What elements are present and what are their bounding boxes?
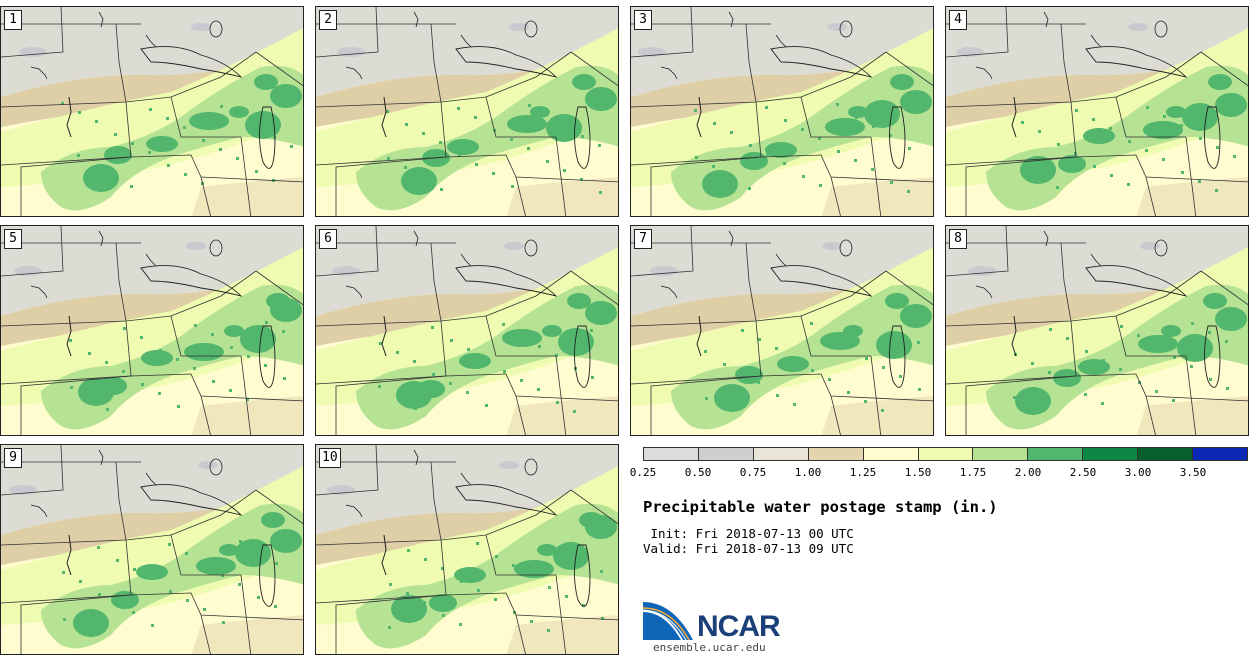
colorbar-segment [698,448,754,460]
colorbar-tick-labels: 0.25 0.50 0.75 1.00 1.25 1.50 1.75 2.00 2.50 3.00… [630,466,1250,480]
map-panel-2: 2 [315,6,619,217]
colorbar-tick-label: 1.25 [849,466,877,479]
map-panel-9: 9 [0,444,304,655]
member-label: 8 [949,229,967,249]
map-panel-3: 3 [630,6,934,217]
valid-time: Valid: Fri 2018-07-13 09 UTC [643,541,854,556]
member-label: 4 [949,10,967,30]
colorbar-tick-label: 0.50 [684,466,712,479]
colorbar-segment [753,448,809,460]
member-label: 6 [319,229,337,249]
colorbar-tick-label: 1.50 [904,466,932,479]
colorbar-segment [863,448,919,460]
colorbar-tick-label: 0.75 [739,466,767,479]
colorbar-segment [1138,448,1194,460]
member-label: 9 [4,448,22,468]
map-panel-6: 6 [315,225,619,436]
colorbar-tick-label: 2.50 [1069,466,1097,479]
colorbar-segment [644,448,699,460]
ncar-logo-text: NCAR [697,610,781,643]
member-label: 5 [4,229,22,249]
colorbar-segment [973,448,1029,460]
colorbar [643,447,1248,461]
colorbar-segment [1028,448,1084,460]
member-label: 10 [319,448,341,468]
colorbar-tick-label: 3.50 [1179,466,1207,479]
map-panel-5: 5 [0,225,304,436]
member-label: 7 [634,229,652,249]
colorbar-segment [1083,448,1139,460]
colorbar-segment [808,448,864,460]
colorbar-segment [1193,448,1247,460]
ncar-logo [642,600,793,644]
member-label: 1 [4,10,22,30]
colorbar-tick-label: 1.75 [959,466,987,479]
map-panel-8: 8 [945,225,1249,436]
map-panel-1: 1 [0,6,304,217]
map-panel-10: 10 [315,444,619,655]
plot-title: Precipitable water postage stamp (in.) [643,498,998,516]
colorbar-tick-label: 3.00 [1124,466,1152,479]
colorbar-segment [918,448,974,460]
colorbar-tick-label: 0.25 [629,466,657,479]
site-url: ensemble.ucar.edu [653,641,766,654]
colorbar-tick-label: 1.00 [794,466,822,479]
colorbar-tick-label: 2.00 [1014,466,1042,479]
member-label: 2 [319,10,337,30]
map-panel-4: 4 [945,6,1249,217]
member-label: 3 [634,10,652,30]
map-panel-7: 7 [630,225,934,436]
init-time: Init: Fri 2018-07-13 00 UTC [643,526,854,541]
